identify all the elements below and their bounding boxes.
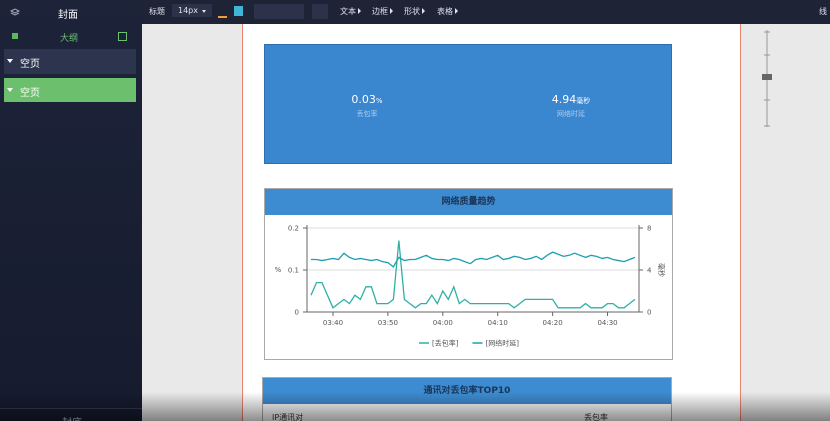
outline-label: 大纲 xyxy=(60,34,79,44)
unit: % xyxy=(375,97,383,105)
x-tick-label: 04:00 xyxy=(433,319,453,327)
toolbar-item[interactable]: 标题 xyxy=(149,7,165,16)
toolbar-item[interactable]: 表格 xyxy=(437,6,458,17)
legend-label: [网络时延] xyxy=(485,339,519,348)
outline-item[interactable]: 空页 xyxy=(4,49,136,74)
expand-icon xyxy=(7,59,13,63)
y2-axis-title: 毫秒 xyxy=(657,263,666,277)
summary-card: 0.03% 丢包率 4.94毫秒 网络时延 xyxy=(264,44,672,164)
x-tick-label: 03:50 xyxy=(378,319,398,327)
toolbar-item[interactable]: 文本 xyxy=(340,6,361,17)
toolbar: 标题 14px 文本 边框 形状 表格 线 xyxy=(142,0,830,24)
menu-label: 形状 xyxy=(404,7,420,16)
y2-tick-label: 4 xyxy=(647,267,652,275)
table-card: 通讯对丢包率TOP10 IP通讯对 丢包率 xyxy=(262,377,672,421)
toolbar-item[interactable]: 形状 xyxy=(404,6,425,17)
divider xyxy=(0,408,142,409)
chart: 0 0.1 0.2 0 4 8% 毫秒 03:40 03:50 04:00 04:10 04:20 04… xyxy=(275,225,666,348)
summary-value: 0.03% xyxy=(317,93,417,106)
font-size-select[interactable]: 14px xyxy=(172,4,212,17)
menu-label: 边框 xyxy=(372,7,388,16)
series-line xyxy=(311,251,636,268)
zoom-slider[interactable] xyxy=(760,28,776,130)
outline-item-selected[interactable]: 空页 xyxy=(4,78,136,102)
summary-label: 网络时延 xyxy=(557,110,585,118)
value: 0.03 xyxy=(351,93,376,106)
font-size: 14px xyxy=(178,6,198,15)
sidebar-footer: 封底 xyxy=(62,414,82,421)
toolbar-item[interactable]: 线 xyxy=(819,7,827,16)
x-tick-label: 04:30 xyxy=(597,319,617,327)
column-header[interactable]: 丢包率 xyxy=(584,413,608,421)
menu-label: 表格 xyxy=(437,7,453,16)
series-line xyxy=(310,240,636,309)
menu-label: 文本 xyxy=(340,7,356,16)
sidebar-title: 封面 xyxy=(58,10,78,21)
y-tick-label: 0.2 xyxy=(288,225,299,233)
y2-tick-label: 0 xyxy=(647,309,651,317)
outline-icon xyxy=(12,33,18,39)
summary-value: 4.94毫秒 xyxy=(521,93,621,106)
y-axis-title: % xyxy=(275,266,282,274)
value: 4.94 xyxy=(551,93,577,106)
add-button[interactable] xyxy=(118,32,127,41)
align-group[interactable] xyxy=(254,4,304,19)
column-header[interactable]: IP通讯对 xyxy=(272,413,304,421)
toolbar-item[interactable]: 边框 xyxy=(372,6,393,17)
item-label: 空页 xyxy=(20,88,40,99)
y-tick-label: 0.1 xyxy=(288,267,299,275)
item-label: 空页 xyxy=(20,59,40,70)
y2-tick-label: 8 xyxy=(647,225,651,233)
chart-title: 网络质量趋势 xyxy=(265,189,672,215)
unit: 毫秒 xyxy=(576,97,591,105)
x-tick-label: 04:20 xyxy=(543,319,563,327)
y-tick-label: 0 xyxy=(295,309,299,317)
summary-label: 丢包率 xyxy=(356,110,378,118)
visibility-icon[interactable] xyxy=(312,4,328,19)
table-title: 通讯对丢包率TOP10 xyxy=(263,378,671,404)
expand-icon xyxy=(7,88,13,92)
caret xyxy=(202,10,206,13)
font-color-icon[interactable] xyxy=(218,6,227,18)
x-tick-label: 03:40 xyxy=(323,319,343,327)
sidebar: 封面 大纲 空页 空页 封底 xyxy=(0,0,142,421)
bg-color-icon[interactable] xyxy=(234,6,243,16)
legend-label: [丢包率] xyxy=(432,339,459,348)
layers-icon xyxy=(10,8,20,16)
chart-card: 网络质量趋势 0 0.1 0.2 0 4 8% 毫秒 03:40 03:50 04:00 04:10… xyxy=(264,188,673,360)
x-tick-label: 04:10 xyxy=(488,319,508,327)
